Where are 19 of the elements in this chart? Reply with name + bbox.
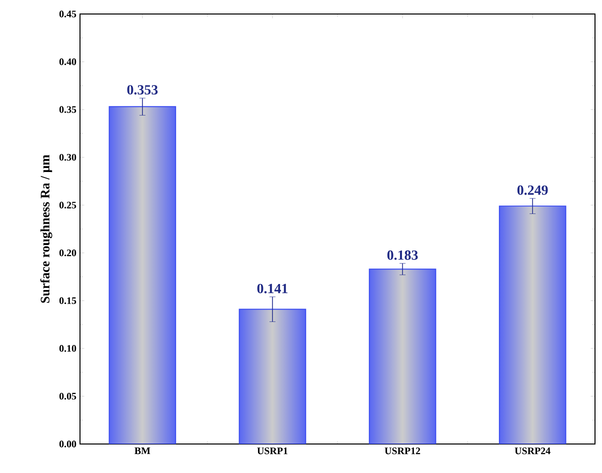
data-label: 0.353 [127,85,158,95]
y-tick-label: 0.05 [59,392,76,400]
y-tick-label: 0.20 [59,250,76,256]
x-tick-label: USRP1 [257,448,288,454]
data-label: 0.249 [517,185,548,195]
y-tick-label: 0.40 [59,58,76,66]
y-tick-label: 0.15 [59,297,76,304]
y-tick-label: 0.30 [59,154,76,161]
data-label: 0.141 [257,284,288,294]
x-tick-label: USRP12 [384,448,420,454]
y-tick-label: 0.25 [59,202,76,208]
y-tick-label: 0.10 [59,345,76,352]
y-axis-title: Surface roughness Ra / μm [40,154,52,303]
x-tick-label: USRP24 [514,448,550,454]
data-label: 0.183 [387,250,418,260]
y-tick-label: 0.00 [59,440,76,448]
x-tick-label: BM [134,448,150,454]
y-tick-label: 0.35 [59,106,76,113]
y-tick-label: 0.45 [59,10,76,18]
